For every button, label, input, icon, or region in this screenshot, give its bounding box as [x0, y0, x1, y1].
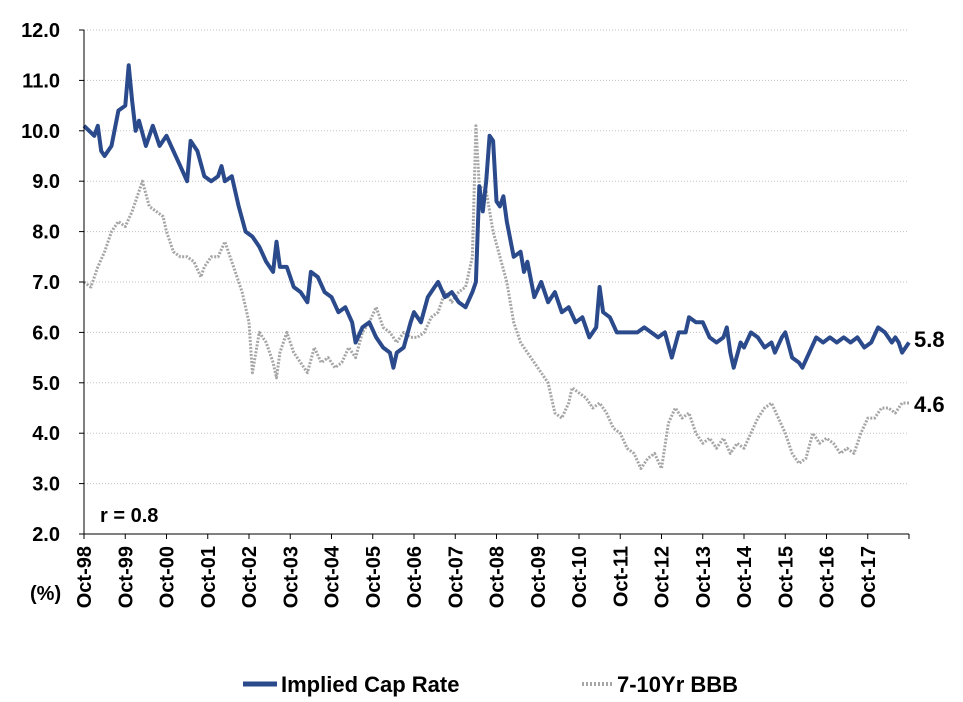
series-lines	[82, 63, 911, 470]
series-line-cap-rate	[82, 63, 911, 370]
x-tick-label: Oct-10	[569, 546, 591, 608]
x-tick-label: Oct-03	[280, 546, 302, 608]
x-tick-label: Oct-13	[693, 546, 715, 608]
legend-label-cap-rate: Implied Cap Rate	[281, 672, 459, 697]
y-tick-label: 4.0	[32, 423, 60, 445]
y-tick-label: 10.0	[21, 121, 60, 143]
x-tick-label: Oct-08	[487, 546, 509, 608]
y-tick-label: 11.0	[22, 70, 60, 92]
x-tick-label: Oct-01	[198, 546, 220, 608]
y-tick-label: 9.0	[32, 171, 60, 193]
y-tick-label: 8.0	[32, 222, 60, 244]
x-tick-label: Oct-00	[157, 546, 179, 608]
x-tick-label: Oct-05	[363, 546, 385, 608]
grid-lines	[84, 29, 909, 485]
y-axis-ticks: 2.0 3.0 4.0 5.0 6.0 7.0 8.0 9.0 10.0 11.0 12.0	[21, 20, 84, 546]
x-tick-label: Oct-06	[404, 546, 426, 608]
y-tick-label: 2.0	[32, 524, 60, 546]
x-tick-label: Oct-11	[610, 546, 632, 607]
x-tick-label: Oct-16	[817, 546, 839, 608]
x-tick-label: Oct-14	[734, 545, 756, 608]
x-tick-label: Oct-98	[74, 546, 96, 608]
y-tick-label: 3.0	[32, 474, 60, 496]
x-tick-label: Oct-17	[858, 546, 880, 608]
bbb-end-label: 4.6	[914, 392, 945, 417]
unit-label: (%)	[30, 583, 61, 605]
legend-label-bbb: 7-10Yr BBB	[617, 672, 738, 697]
y-tick-label: 5.0	[32, 373, 60, 395]
x-tick-label: Oct-99	[115, 546, 137, 608]
x-axis-ticks: Oct-98 Oct-99 Oct-00 Oct-01 Oct-02 Oct-03 Oct-…	[74, 534, 910, 608]
correlation-label: r = 0.8	[100, 505, 158, 527]
y-tick-label: 12.0	[21, 20, 60, 42]
x-tick-label: Oct-07	[445, 546, 467, 608]
y-tick-label: 7.0	[32, 272, 60, 294]
x-tick-label: Oct-12	[652, 546, 674, 608]
x-tick-label: Oct-02	[239, 546, 261, 608]
y-tick-label: 6.0	[32, 322, 60, 344]
x-tick-label: Oct-15	[775, 546, 797, 608]
x-tick-label: Oct-09	[528, 546, 550, 608]
x-tick-label: Oct-04	[322, 545, 344, 608]
cap-rate-end-label: 5.8	[914, 327, 945, 352]
legend: Implied Cap Rate 7-10Yr BBB	[243, 672, 738, 697]
